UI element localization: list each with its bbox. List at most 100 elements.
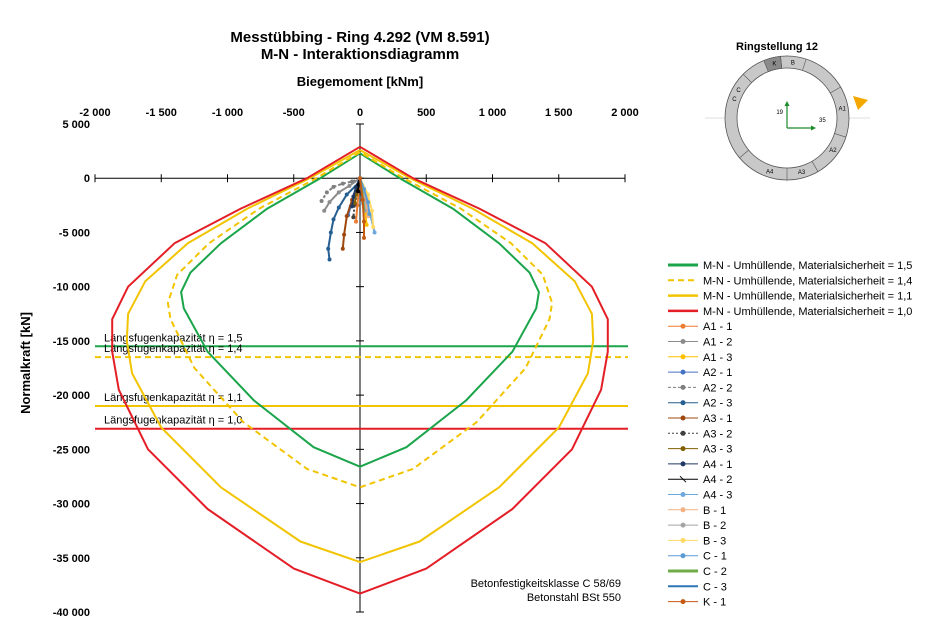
capacity-label: Längsfugenkapazität η = 1,4 (104, 343, 243, 355)
legend-b-3-marker (680, 537, 686, 543)
legend-k-1-label: K - 1 (703, 597, 726, 609)
x-tick-label: -1 000 (212, 107, 243, 119)
series-c-1-point (367, 212, 372, 217)
ring-arrow-label: 19 (776, 110, 783, 116)
series-a4-2-point (356, 189, 361, 194)
series-a1-2-point (336, 190, 341, 195)
x-tick-label: -2 000 (79, 107, 110, 119)
capacity-label: Längsfugenkapazität η = 1,5 (104, 332, 243, 344)
series-b-3-point (369, 208, 374, 213)
series-a3-2-line (352, 178, 361, 218)
legend: M-N - Umhüllende, Materialsicherheit = 1… (668, 260, 912, 609)
legend-a2-2-label: A2 - 2 (703, 382, 732, 394)
legend-a3-1-label: A3 - 1 (703, 413, 732, 425)
series-a1-1-point (354, 219, 359, 224)
legend-c-3-label: C - 3 (703, 581, 727, 593)
series-a2-3-point (331, 217, 336, 222)
ring-segment-label: A3 (798, 170, 806, 176)
series-a4-1-line (351, 177, 361, 207)
ring-segment-label: C (732, 97, 737, 103)
chart-subtitle: M-N - Interaktionsdiagramm (261, 46, 459, 63)
ring-segment-joint (834, 133, 847, 138)
series-k-1-line (359, 178, 365, 238)
legend-a3-3-marker (680, 446, 686, 452)
legend-b-2-label: B - 2 (703, 520, 726, 532)
ring-segment-label: C (736, 88, 741, 94)
legend-a1-2-marker (680, 339, 686, 344)
legend-m-n-umh-llende-materialsicherheit-1-1-label: M-N - Umhüllende, Materialsicherheit = 1… (703, 291, 912, 303)
x-tick-label: 1 500 (545, 107, 573, 119)
ring-diagram: C K B A1 A2 A3 A4 C 19 35 (705, 55, 870, 182)
ring-inset-title: Ringstellung 12 (736, 41, 818, 53)
series-a2-3-point (326, 246, 331, 251)
legend-c-1-marker (680, 553, 686, 559)
legend-m-n-umh-llende-materialsicherheit-1-4-label: M-N - Umhüllende, Materialsicherheit = 1… (703, 275, 912, 287)
series-a3-1-point (340, 246, 345, 251)
legend-a4-3-label: A4 - 3 (703, 490, 732, 502)
y-tick-label: -10 000 (53, 282, 90, 294)
legend-c-1-label: C - 1 (703, 551, 727, 563)
capacity-label: Längsfugenkapazität η = 1,1 (104, 392, 243, 404)
legend-a2-2-marker (680, 384, 686, 390)
x-tick-label: -500 (283, 107, 305, 119)
x-tick-label: -1 500 (146, 107, 177, 119)
legend-a2-3-label: A2 - 3 (703, 398, 732, 410)
legend-c-2-label: C - 2 (703, 566, 727, 578)
y-tick-label: 0 (84, 173, 90, 185)
ring-segment-joint (739, 149, 749, 159)
y-tick-label: -15 000 (53, 336, 90, 348)
series-a3-2-point (351, 215, 356, 220)
chart-title: Messtübbing - Ring 4.292 (VM 8.591) (230, 29, 489, 46)
ring-segment-joint (811, 161, 819, 172)
x-tick-label: 0 (357, 107, 363, 119)
ring-segment-joint (830, 86, 841, 94)
x-axis-label: Biegemoment [kNm] (297, 74, 423, 89)
envelope-line (111, 145, 609, 595)
series-a1-2-point (347, 183, 352, 188)
ring-segment-k (763, 55, 783, 72)
series-a1-3-point (364, 222, 369, 227)
y-axis-label: Normalkraft [kN] (18, 312, 33, 414)
y-tick-label: 5 000 (62, 119, 90, 131)
ring-segment-joint (742, 73, 752, 83)
legend-a4-2-marker (679, 475, 687, 483)
legend-a3-2-label: A3 - 2 (703, 428, 732, 440)
series-b-3-point (371, 225, 376, 230)
ring-segment-label: A4 (766, 169, 774, 175)
legend-b-3-label: B - 3 (703, 535, 726, 547)
y-tick-label: -25 000 (53, 444, 90, 456)
legend-a4-1-label: A4 - 1 (703, 459, 732, 471)
series-a4-1-point (351, 194, 356, 199)
legend-b-1-marker (680, 507, 686, 513)
ring-segment-joint (802, 58, 807, 71)
legend-a1-3-label: A1 - 3 (703, 352, 732, 364)
legend-b-1-label: B - 1 (703, 505, 726, 517)
y-tick-label: -30 000 (53, 499, 90, 511)
annotation-concrete-class: Betonfestigkeitsklasse C 58/69 (471, 578, 621, 590)
legend-a4-1-marker (680, 461, 686, 467)
ring-segment-label: A1 (838, 106, 846, 112)
legend-k-1-marker (680, 599, 686, 605)
series-a2-3-point (336, 205, 341, 210)
ring-segment-label: K (772, 61, 776, 67)
legend-a1-1-marker (680, 323, 686, 329)
x-tick-label: 1 000 (479, 107, 507, 119)
legend-a2-1-label: A2 - 1 (703, 367, 732, 379)
y-tick-label: -20 000 (53, 390, 90, 402)
legend-a1-2-label: A1 - 2 (703, 337, 732, 349)
series-c-1-point (361, 187, 366, 192)
legend-a4-2-label: A4 - 2 (703, 474, 732, 486)
series-a4-1-point (354, 184, 359, 189)
annotation-steel-class: Betonstahl BSt 550 (527, 592, 621, 604)
legend-a3-2-marker (680, 430, 686, 436)
series-a2-2-point (331, 184, 336, 189)
series-k-1-point (360, 197, 365, 202)
legend-a3-3-label: A3 - 3 (703, 444, 732, 456)
envelope-line (125, 149, 595, 564)
legend-a3-1-marker (680, 415, 686, 421)
plot-area: -2 000 -1 500 -1 000 -500 0 500 1 000 1 500 2 00… (53, 107, 639, 619)
ring-arrow-horizontal-head (811, 125, 816, 131)
series-c-1-line (359, 177, 371, 215)
